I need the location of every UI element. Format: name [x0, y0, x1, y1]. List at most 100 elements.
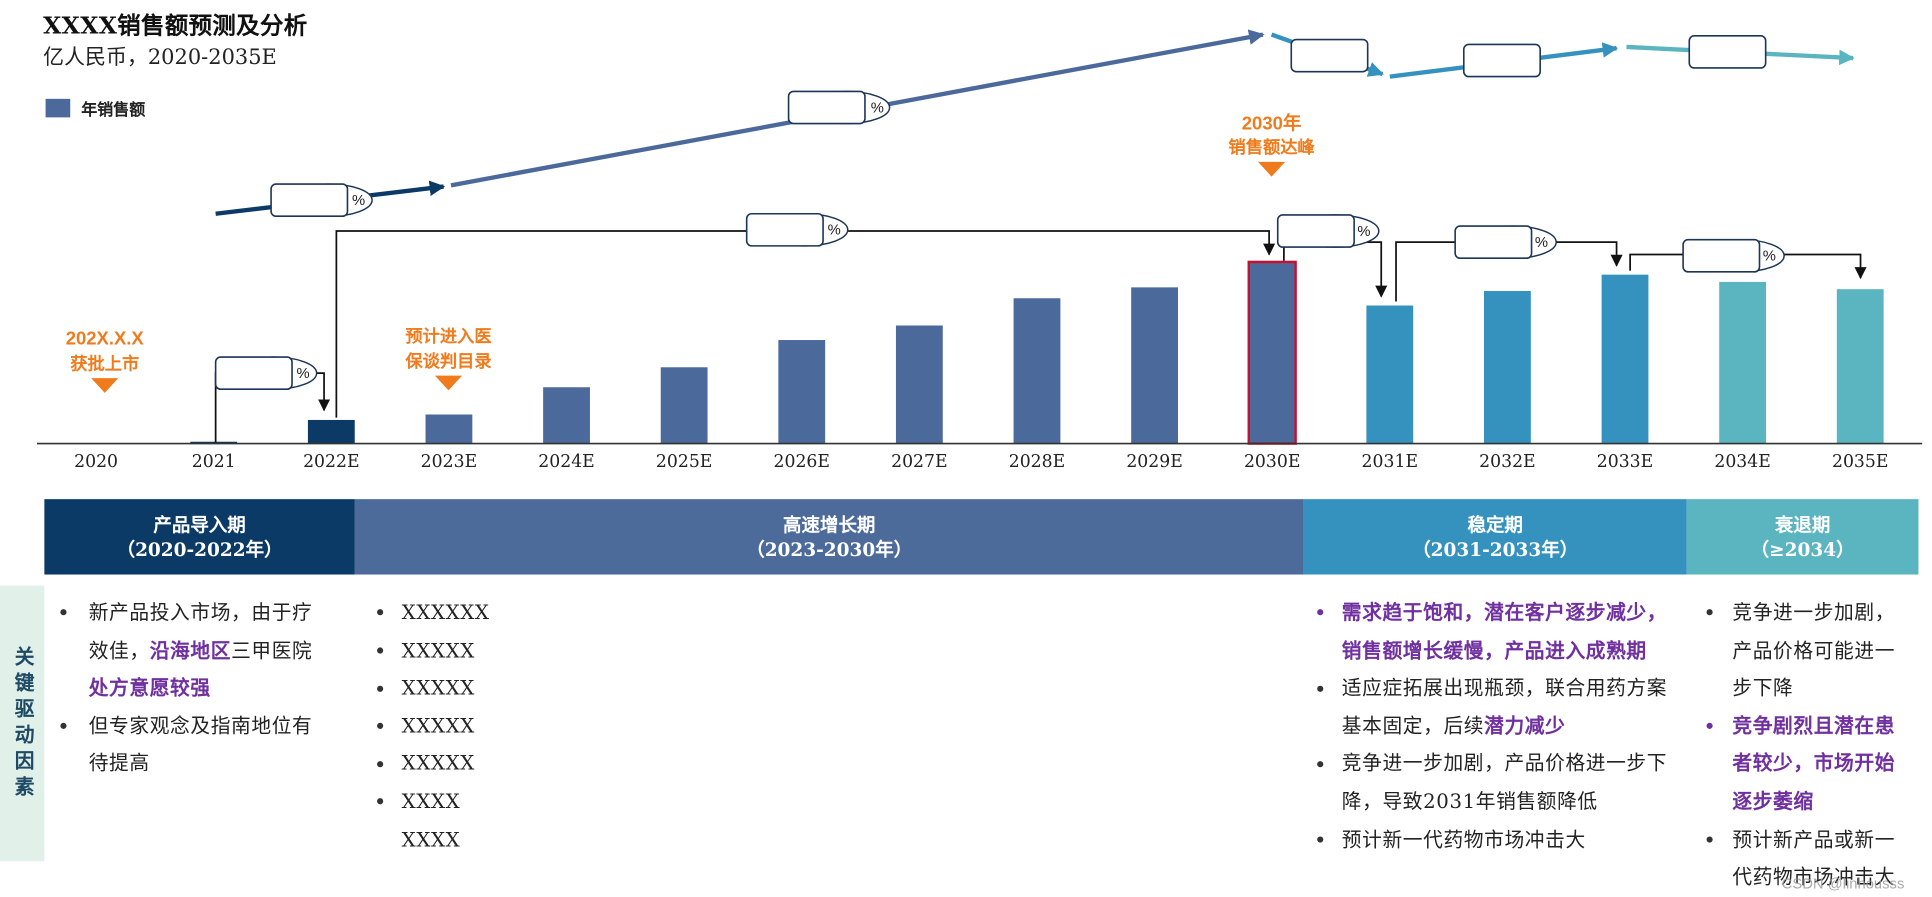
driver-line: 竞争剧烈且潜在患	[1732, 708, 1895, 746]
driver-text-emphasis: 潜力减少	[1484, 713, 1566, 738]
driver-text-emphasis: 处方意愿较强	[88, 676, 211, 700]
driver-line: 者较少，市场开始	[1732, 746, 1895, 784]
growth-trend-arrows	[215, 29, 1855, 216]
callout-box-blank	[1290, 38, 1369, 73]
driver-text: XXXXXX	[401, 600, 490, 624]
bullet-icon	[1317, 609, 1324, 616]
driver-line: 竞争进一步加剧，	[1732, 594, 1895, 632]
phase-growth: 高速增长期 （2023-2030年）	[354, 499, 1304, 575]
sales-bar-chart: 年销售额 2020 2021 2022E 2023E 2024E 2025E 2026E 20…	[36, 29, 1923, 472]
driver-line: 降，导致2031年销售额降低	[1342, 783, 1598, 821]
driver-line: 预计新一代药物市场冲击大	[1342, 821, 1586, 859]
growth-rate-label: %	[1535, 235, 1548, 251]
driver-text: XXXXX	[401, 713, 475, 738]
x-tick-label: 2030E	[1244, 452, 1300, 472]
x-tick-label: 2029E	[1126, 452, 1182, 472]
x-tick-label: 2033E	[1597, 452, 1653, 472]
driver-line: 产品价格可能进一	[1732, 632, 1895, 670]
bullet-icon	[1706, 609, 1713, 616]
bullet-icon	[377, 722, 384, 730]
x-tick-label: 2020	[74, 452, 118, 472]
growth-rate-label: %	[828, 223, 841, 239]
driver-text: 三甲医院	[231, 638, 313, 662]
phase-period: （≥2034）	[1750, 538, 1855, 561]
legend-label: 年销售额	[81, 100, 145, 119]
driver-text-emphasis: 需求趋于饱和，潜在客户逐步减少，	[1341, 600, 1668, 624]
callout-box	[787, 90, 866, 125]
phase-name: 产品导入期	[153, 513, 246, 536]
driver-text: 竞争进一步加剧，	[1732, 600, 1896, 624]
driver-line: 待提高	[89, 746, 150, 784]
driver-line: 基本固定，后续潜力减少	[1342, 708, 1566, 746]
reimbursement-line1: 预计进入医	[405, 326, 491, 347]
bullet-icon	[60, 722, 67, 730]
bullet-icon	[377, 798, 384, 805]
growth-rate-label: %	[871, 100, 884, 116]
driver-line: XXXXX	[402, 632, 475, 670]
bullet-icon	[377, 760, 384, 767]
driver-text: 但专家观念及指南地位有	[88, 713, 313, 738]
legend: 年销售额	[45, 98, 145, 119]
phase-period: （2020-2022年）	[116, 538, 283, 561]
driver-text: XXXXX	[401, 638, 475, 662]
callout-box	[270, 183, 349, 218]
approval-text: 获批上市	[70, 353, 139, 374]
driver-text: 步下降	[1732, 676, 1794, 700]
driver-text: 效佳，	[88, 638, 150, 662]
watermark: CSDN @linhousss	[1781, 874, 1905, 893]
peak-line1: 2030年	[1242, 113, 1302, 134]
growth-rate-callout: %	[787, 90, 891, 125]
driver-line: XXXX	[402, 821, 461, 859]
phase-decline: 衰退期 （≥2034）	[1686, 499, 1919, 575]
milestone-annotations: 202X.X.X 获批上市 预计进入医 保谈判目录 2030年 销售额达峰	[66, 113, 1315, 393]
driver-text: 基本固定，后续	[1341, 713, 1485, 738]
growth-rate-callout: %	[214, 356, 318, 390]
bar-2022e	[307, 419, 355, 444]
bullet-icon	[60, 609, 67, 616]
driver-line: 竞争进一步加剧，产品价格进一步下	[1342, 746, 1667, 784]
driver-line: 新产品投入市场，由于疗	[89, 594, 313, 632]
x-tick-label: 2031E	[1362, 452, 1418, 472]
bar-2025e	[660, 367, 708, 444]
x-tick-label: 2025E	[656, 452, 712, 472]
driver-line: 适应症拓展出现瓶颈，联合用药方案	[1342, 670, 1667, 708]
bar-2024e	[543, 387, 590, 444]
bullet-icon	[377, 685, 384, 692]
bar-2021	[190, 441, 238, 444]
growth-rate-callout: %	[1276, 214, 1380, 248]
driver-text: 降，导致2031年销售额降低	[1341, 789, 1598, 813]
driver-text-emphasis: 竞争剧烈且潜在患	[1732, 713, 1896, 738]
peak-line2: 销售额达峰	[1228, 137, 1315, 158]
reimbursement-line2: 保谈判目录	[404, 351, 492, 372]
phase-name: 稳定期	[1467, 513, 1523, 536]
bar-2034e	[1719, 281, 1767, 444]
bracket-2030e-2031e	[1283, 241, 1388, 298]
driver-text: 待提高	[88, 751, 150, 776]
down-triangle-icon	[1258, 161, 1286, 177]
driver-line: XXXXX	[402, 708, 475, 746]
x-tick-label: 2032E	[1479, 452, 1535, 472]
bar-2033e	[1601, 274, 1649, 444]
callout-box-blank	[1462, 43, 1541, 78]
reimbursement-annotation: 预计进入医 保谈判目录	[404, 326, 492, 391]
bar-2030e	[1247, 260, 1297, 445]
driver-text: 竞争进一步加剧，产品价格进一步下	[1341, 751, 1668, 776]
bar-2032e	[1483, 290, 1531, 444]
growth-rate-callout: %	[1454, 225, 1557, 260]
phase-name: 衰退期	[1774, 513, 1831, 536]
x-tick-label: 2034E	[1714, 452, 1770, 472]
driver-text: 产品价格可能进一	[1732, 638, 1896, 662]
driver-text: XXXXX	[401, 751, 475, 776]
callout-box	[1682, 238, 1761, 273]
phase-stable: 稳定期 （2031-2033年）	[1303, 499, 1687, 575]
x-tick-label: 2035E	[1832, 452, 1888, 472]
x-tick-label: 2027E	[891, 452, 947, 472]
phase-intro: 产品导入期 （2020-2022年）	[44, 499, 355, 575]
phase-period: （2031-2033年）	[1412, 538, 1579, 561]
growth-rate-callout: %	[745, 212, 849, 247]
bar-2029e	[1131, 287, 1178, 444]
driver-line: 需求趋于饱和，潜在客户逐步减少，	[1342, 594, 1667, 632]
driver-line: XXXXX	[402, 746, 475, 784]
bar-2026e	[778, 340, 826, 444]
driver-text: 代药物市场冲击大	[1732, 865, 1896, 889]
